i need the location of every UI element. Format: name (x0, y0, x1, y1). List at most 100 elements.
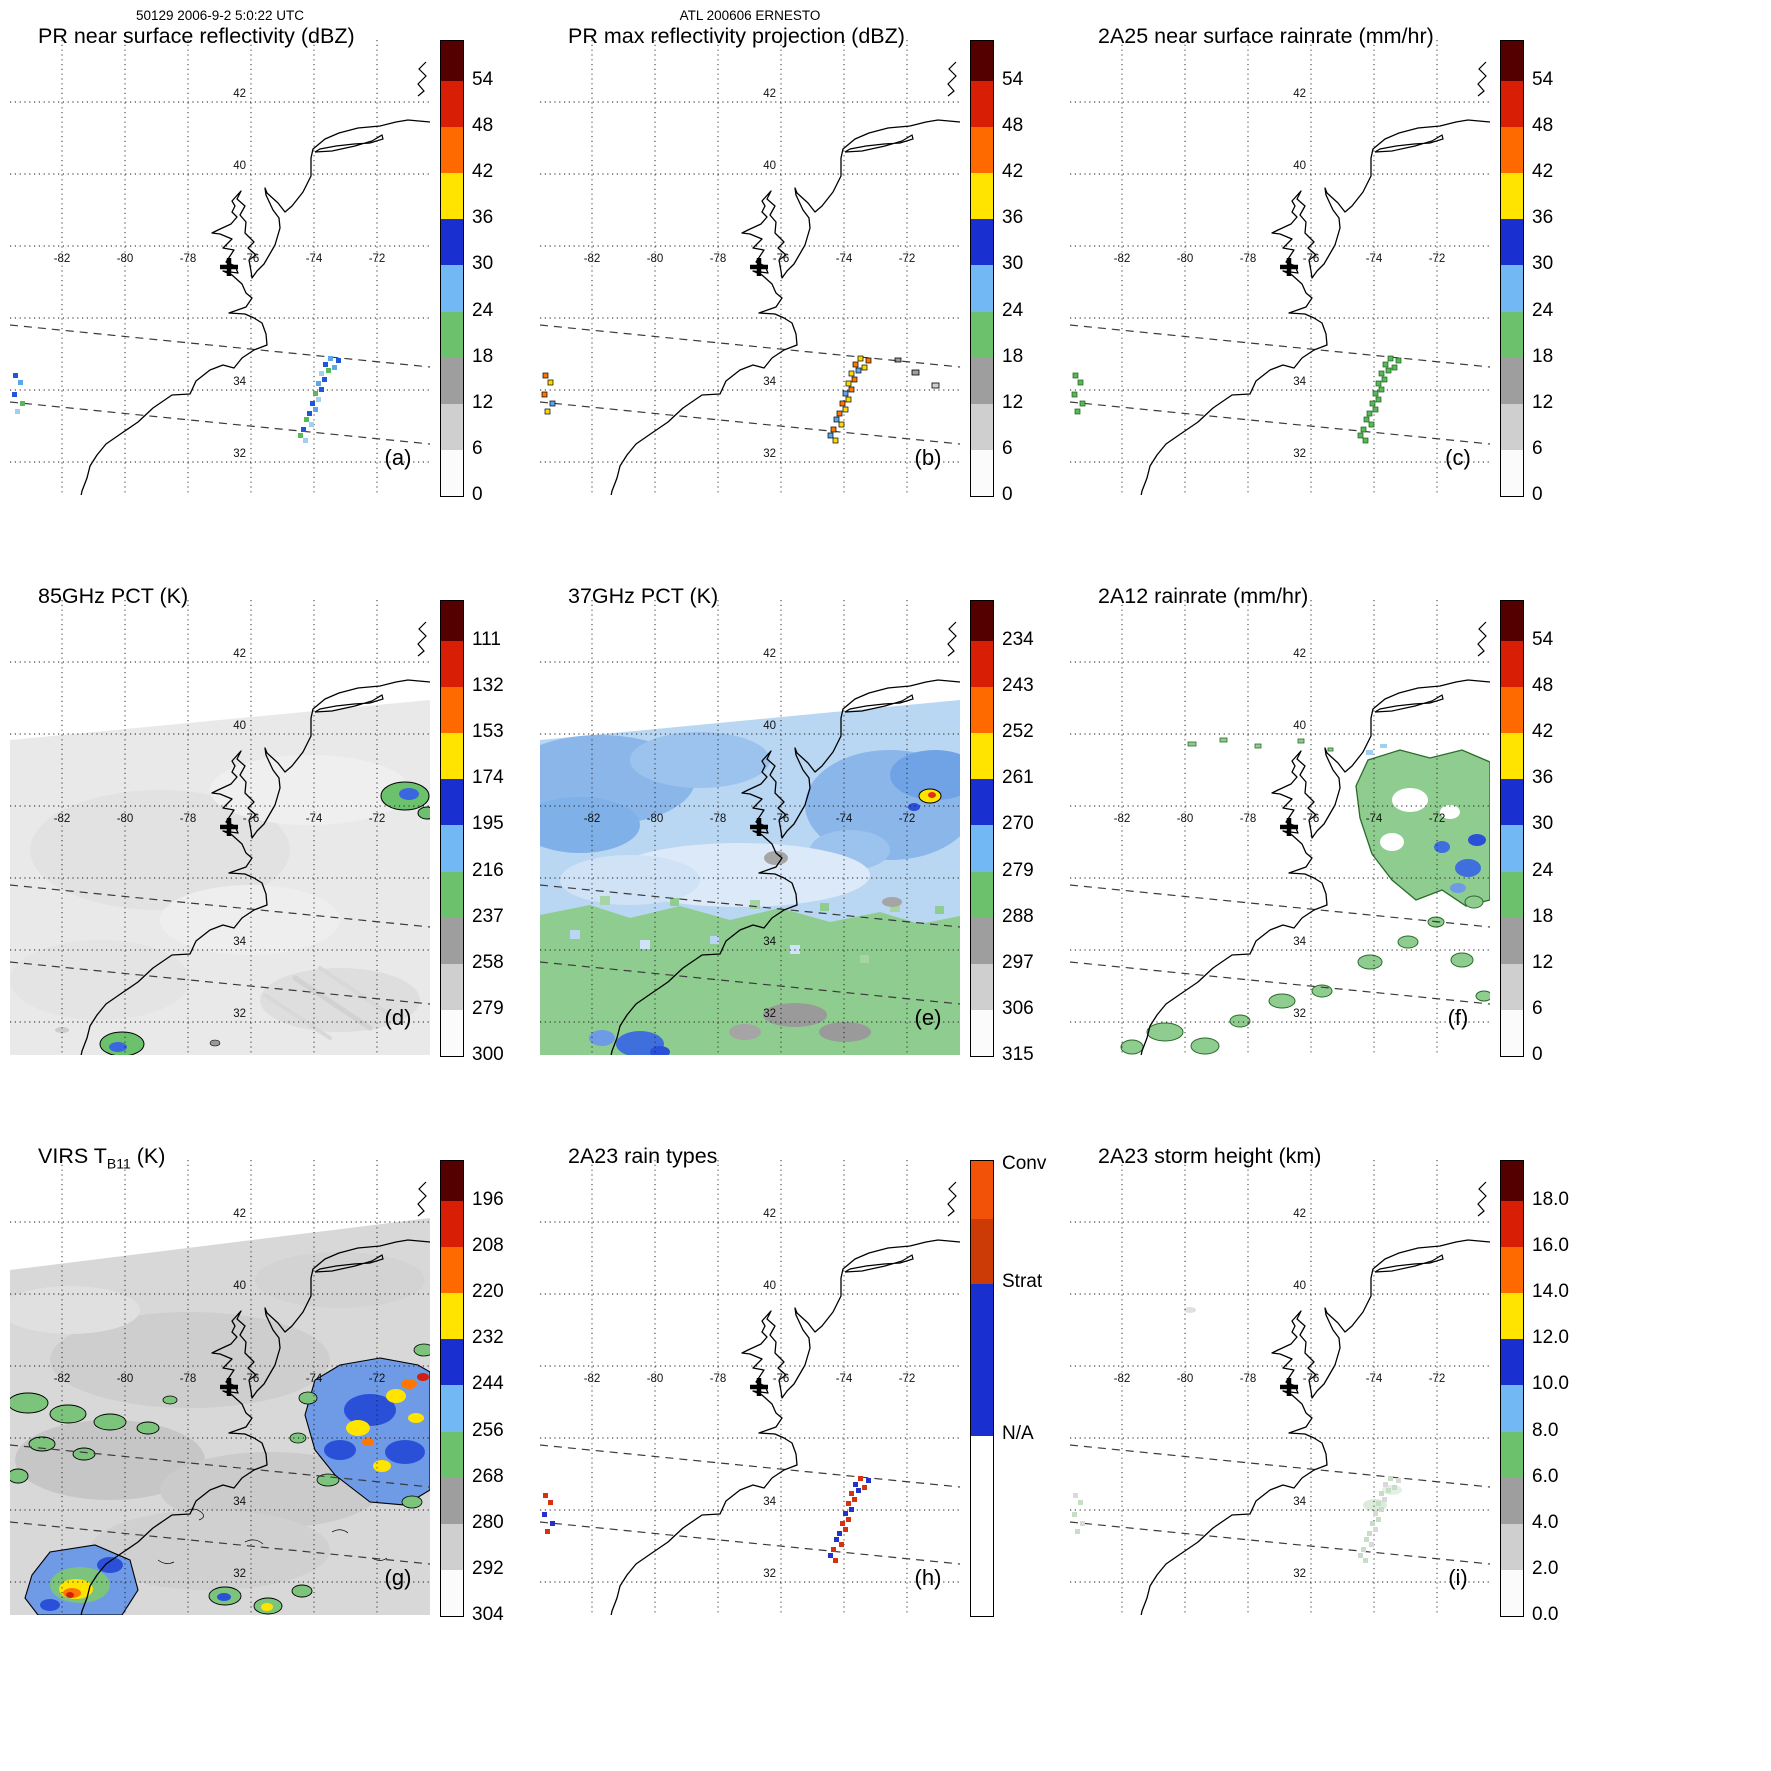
data-blob (373, 1460, 391, 1472)
lon-label: -72 (369, 253, 386, 265)
lat-label: 40 (763, 1280, 776, 1292)
precip-speck (298, 433, 303, 438)
colorbar-tick-label: 36 (1532, 767, 1554, 789)
panel-letter-i: (i) (1448, 1565, 1468, 1590)
precip-speck (840, 1521, 845, 1526)
swath-edge-line (1070, 1521, 1490, 1565)
lat-label: 40 (763, 160, 776, 172)
precip-speck (1366, 410, 1373, 417)
colorbar-c (1500, 40, 1524, 497)
data-blob (1190, 1037, 1220, 1055)
swath-edge-line (540, 884, 960, 928)
colorbar-labels-e: 234 243 252 261 270 279 288 297 306 315 (1002, 600, 1072, 1075)
precip-speck (1080, 1521, 1085, 1526)
colorbar-tick-label: 8.0 (1532, 1419, 1559, 1441)
precip-speck (838, 421, 845, 428)
colorbar-segment (1501, 687, 1523, 734)
colorbar-h (970, 1160, 994, 1617)
lon-label: -76 (773, 813, 790, 825)
map-panel-b: -82 -80 -78 -76 -74 -72 42 40 34 32 (540, 40, 960, 495)
data-pixel (1187, 741, 1197, 747)
data-blob (1464, 895, 1484, 909)
colorbar-tick-label: 48 (1532, 675, 1554, 697)
colorbar-segment (1501, 779, 1523, 826)
lon-label: -82 (1114, 253, 1131, 265)
data-blob (417, 806, 430, 820)
colorbar-tick-label: 243 (1002, 675, 1034, 697)
title-text: 2A23 storm height (km) (1098, 1144, 1322, 1168)
data-blob (1120, 1039, 1144, 1055)
colorbar-tick-label: 18 (1532, 905, 1554, 927)
colorbar-tick-label: 216 (472, 859, 504, 881)
panel-title-a: PR near surface reflectivity (dBZ) (38, 24, 355, 51)
data-blob (298, 1391, 318, 1405)
coastline (80, 679, 430, 1055)
lat-label: 34 (763, 376, 776, 388)
colorbar-segment (1501, 917, 1523, 964)
title-text: PR max reflectivity projection (dBZ) (568, 24, 905, 48)
colorbar-tick-label: 6 (472, 437, 483, 459)
lat-label: 32 (233, 1008, 246, 1020)
precip-speck (1392, 1485, 1397, 1490)
storm-center-marker (220, 258, 238, 276)
colorbar-segment (971, 449, 993, 496)
colorbar-tick-label: 196 (472, 1189, 504, 1210)
storm-center-marker (1280, 818, 1298, 836)
colorbar-segment (1501, 311, 1523, 358)
colorbar-tick-label: 232 (472, 1327, 504, 1349)
colorbar-tick-label: 111 (472, 629, 501, 650)
colorbar-segment (441, 1569, 463, 1616)
long-island-coastline (844, 1254, 914, 1273)
lon-label: -76 (243, 813, 260, 825)
data-pixel (790, 945, 800, 954)
precip-speck (1367, 1531, 1372, 1536)
lon-label: -72 (369, 813, 386, 825)
data-blob (385, 1440, 425, 1464)
colorbar-tick-label: 300 (472, 1044, 504, 1065)
data-pixel (1254, 743, 1262, 749)
lat-label: 32 (763, 1568, 776, 1580)
colorbar-tick-label: 279 (1002, 859, 1034, 881)
colorbar-segment (1501, 173, 1523, 220)
colorbar-label: Conv (1002, 1153, 1047, 1174)
precip-speck (855, 367, 862, 374)
colorbar-segment (441, 917, 463, 964)
lat-label: 42 (1293, 1208, 1306, 1220)
lat-label: 34 (233, 376, 246, 388)
lat-label: 42 (233, 648, 246, 660)
colorbar-segment (441, 601, 463, 641)
precip-speck (18, 380, 23, 385)
precip-speck (20, 401, 25, 406)
data-blob (362, 1438, 374, 1446)
long-island-coastline (1374, 1254, 1444, 1273)
data-blob (261, 1603, 273, 1611)
precip-speck (1373, 1527, 1378, 1532)
precip-speck (1369, 1542, 1374, 1547)
data-blob (10, 940, 190, 1020)
precip-speck (545, 1529, 550, 1534)
precip-speck (843, 1511, 848, 1516)
lat-label: 34 (1293, 376, 1306, 388)
title-text: 37GHz PCT (K) (568, 584, 719, 608)
storm-center-marker (220, 1378, 238, 1396)
data-pixel (710, 936, 719, 944)
panel-a: PR near surface reflectivity (dBZ) -82 -8… (10, 0, 595, 558)
colorbar-tick-label: 153 (472, 721, 504, 743)
data-blob (217, 1593, 231, 1601)
colorbar-tick-label: 30 (1002, 253, 1024, 275)
precip-speck (1378, 386, 1385, 393)
cape-cod-coastline (947, 621, 957, 657)
data-blob (50, 1312, 330, 1408)
lon-label: -74 (836, 1373, 853, 1385)
colorbar-segment (441, 173, 463, 220)
precip-speck (833, 416, 840, 423)
data-blob (72, 1447, 96, 1461)
colorbar-segment (1501, 963, 1523, 1010)
data-pixel (750, 900, 760, 909)
precip-speck (830, 426, 837, 433)
panel-title-i: 2A23 storm height (km) (1098, 1144, 1321, 1171)
lon-label: -78 (710, 1373, 727, 1385)
data-pixel (1366, 750, 1373, 755)
panel-c: 2A25 near surface rainrate (mm/hr) -82 -8… (1070, 0, 1655, 558)
title-text: PR near surface reflectivity (dBZ) (38, 24, 355, 48)
